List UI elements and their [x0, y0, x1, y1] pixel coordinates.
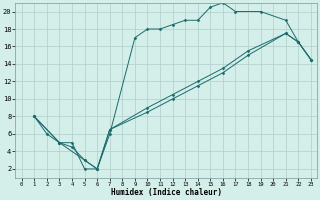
X-axis label: Humidex (Indice chaleur): Humidex (Indice chaleur) [111, 188, 222, 197]
